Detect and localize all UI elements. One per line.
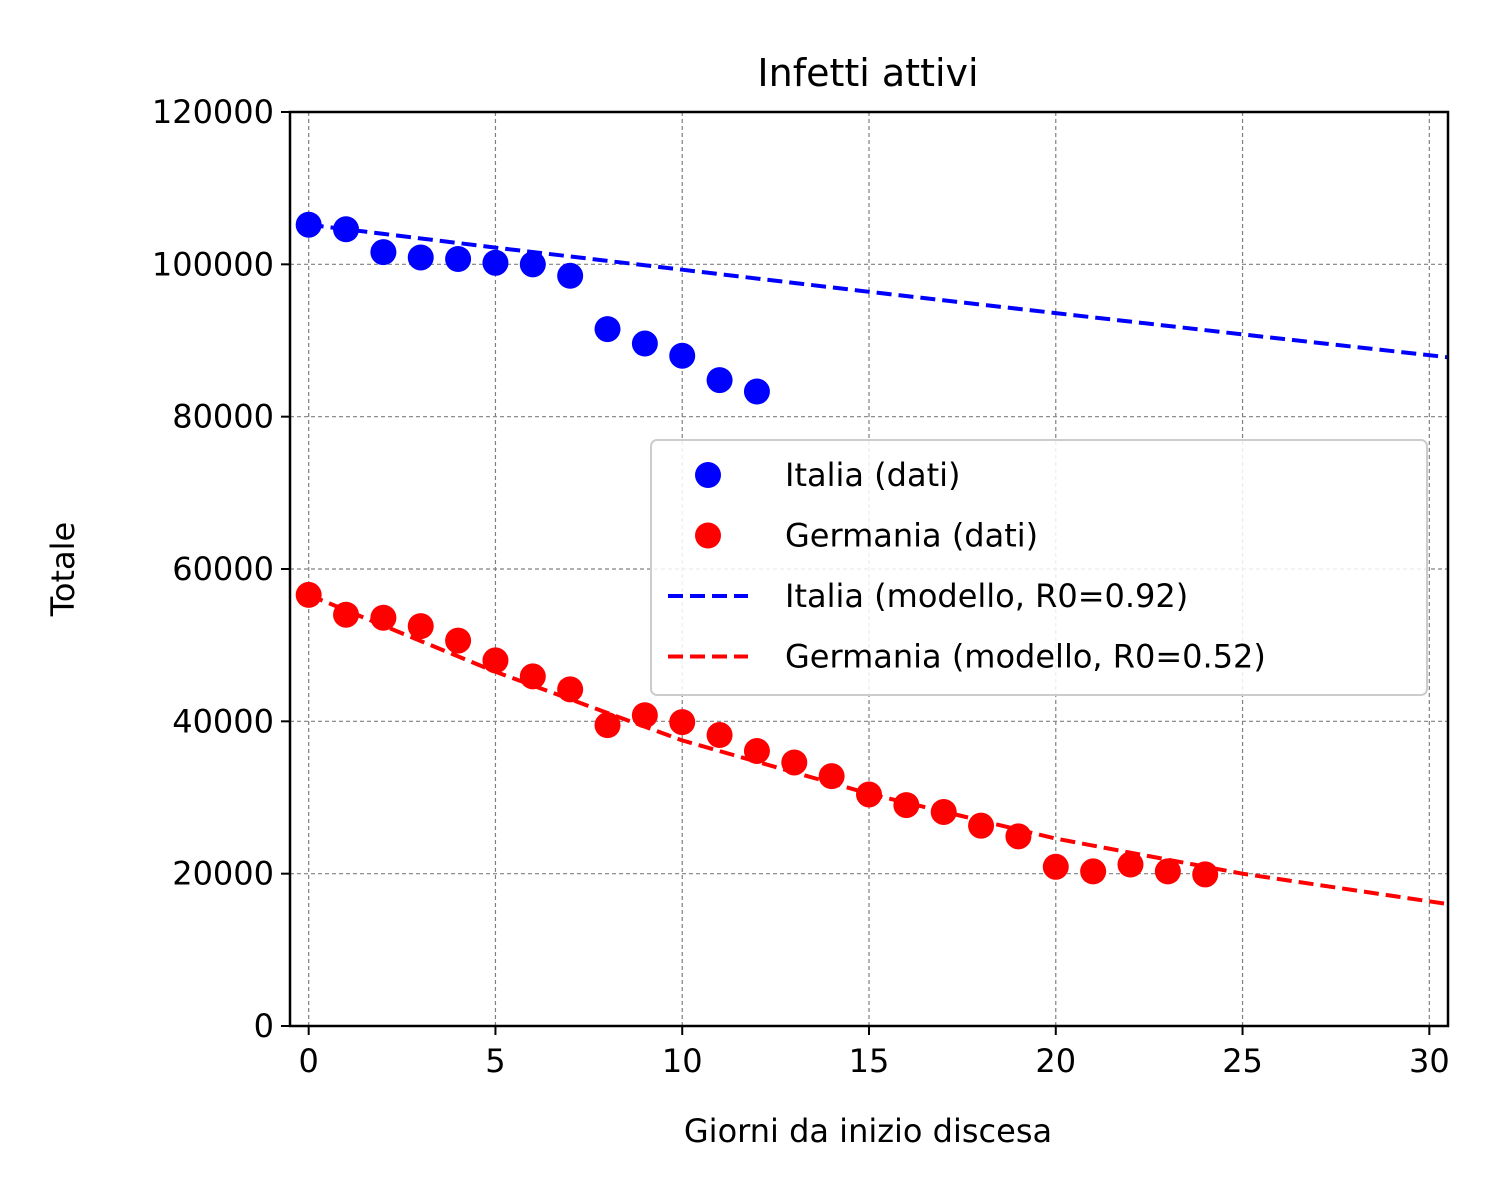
- data-point-1: [370, 604, 397, 631]
- legend-label: Italia (modello, R0=0.92): [785, 577, 1188, 615]
- data-point-0: [445, 246, 472, 273]
- data-point-0: [706, 367, 733, 394]
- legend-label: Germania (dati): [785, 517, 1038, 555]
- x-tick-label: 15: [849, 1042, 890, 1080]
- data-point-1: [856, 781, 882, 808]
- data-point-1: [482, 647, 509, 674]
- legend-marker-swatch: [695, 462, 721, 488]
- data-point-0: [594, 316, 621, 343]
- data-point-1: [557, 676, 584, 703]
- data-point-1: [631, 702, 658, 729]
- legend-box: [650, 439, 1428, 696]
- series-line-2: [308, 222, 1449, 360]
- data-point-1: [1005, 823, 1032, 850]
- data-point-1: [1154, 858, 1181, 885]
- x-axis-title: Giorni da inizio discesa: [684, 1112, 1052, 1150]
- data-point-1: [706, 722, 733, 749]
- data-point-0: [370, 239, 397, 266]
- data-point-0: [669, 342, 696, 369]
- y-tick-label: 80000: [172, 398, 274, 436]
- data-point-1: [893, 792, 920, 819]
- x-tick-label: 20: [1035, 1042, 1076, 1080]
- x-tick-label: 25: [1222, 1042, 1263, 1080]
- data-point-0: [743, 378, 770, 405]
- data-points: [295, 211, 1219, 888]
- x-tick-label: 5: [485, 1042, 505, 1080]
- data-point-1: [407, 613, 434, 640]
- y-tick-label: 40000: [172, 702, 274, 740]
- data-point-0: [407, 244, 434, 271]
- data-point-1: [333, 601, 360, 628]
- legend-label: Germania (modello, R0=0.52): [785, 638, 1266, 676]
- data-point-1: [295, 581, 322, 608]
- y-tick-label: 120000: [152, 93, 274, 131]
- data-point-1: [968, 812, 995, 839]
- data-point-1: [743, 738, 770, 765]
- x-tick-label: 0: [298, 1042, 318, 1080]
- data-point-1: [818, 763, 845, 790]
- data-point-1: [930, 798, 957, 825]
- y-tick-label: 20000: [172, 855, 274, 893]
- data-point-0: [557, 262, 584, 289]
- data-point-1: [1192, 861, 1219, 888]
- legend-marker-swatch: [695, 522, 721, 549]
- data-point-0: [333, 216, 360, 243]
- data-point-0: [295, 211, 322, 238]
- data-point-0: [482, 249, 509, 276]
- data-point-1: [669, 709, 696, 736]
- data-point-0: [631, 330, 658, 357]
- data-point-0: [519, 251, 546, 278]
- data-point-1: [594, 712, 621, 739]
- axis-ticks: 0 5 10 15 20 25 30 0 20000 40000 60000 80000 100000 1…: [152, 93, 1450, 1080]
- data-point-1: [1080, 858, 1107, 885]
- chart-title: Infetti attivi: [757, 51, 978, 95]
- x-tick-label: 30: [1409, 1042, 1450, 1080]
- data-point-1: [1042, 853, 1069, 880]
- data-point-1: [1117, 851, 1144, 878]
- y-tick-label: 0: [254, 1007, 274, 1045]
- y-tick-label: 100000: [152, 245, 274, 283]
- data-point-1: [445, 627, 472, 654]
- x-tick-label: 10: [662, 1042, 703, 1080]
- legend-label: Italia (dati): [785, 456, 960, 494]
- data-point-1: [781, 749, 808, 776]
- y-tick-label: 60000: [172, 550, 274, 588]
- y-axis-title: Totale: [44, 522, 82, 617]
- legend: Italia (dati) Germania (dati) Italia (mode…: [650, 439, 1428, 696]
- data-point-1: [519, 663, 546, 690]
